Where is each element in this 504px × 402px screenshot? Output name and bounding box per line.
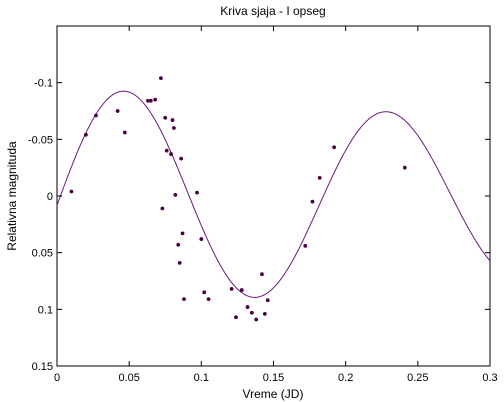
data-point xyxy=(182,297,186,302)
data-point xyxy=(172,126,176,130)
data-point xyxy=(170,118,175,122)
data-point xyxy=(229,287,234,291)
y-tick-label: -0.05 xyxy=(28,134,53,146)
y-axis: -0.1 -0.05 0 0.05 0.1 0.15 xyxy=(28,78,490,373)
x-tick-label: 0.25 xyxy=(407,372,428,384)
data-point xyxy=(262,311,267,316)
data-point xyxy=(265,298,270,303)
fit-curve-layer xyxy=(56,90,491,298)
data-point xyxy=(169,152,173,156)
data-point xyxy=(164,148,169,153)
data-point xyxy=(310,199,315,204)
data-point xyxy=(180,231,185,236)
data-point xyxy=(176,242,181,247)
data-points-layer xyxy=(69,76,407,322)
data-point xyxy=(245,305,250,309)
data-point xyxy=(83,132,88,137)
data-point xyxy=(148,98,153,103)
data-point xyxy=(202,290,207,295)
data-point xyxy=(146,98,150,103)
x-tick-label: 0.2 xyxy=(338,372,353,384)
fit-curve-line xyxy=(56,90,491,298)
data-point xyxy=(234,315,238,320)
y-tick-label: -0.1 xyxy=(34,78,53,90)
x-axis-label: Vreme (JD) xyxy=(243,387,304,401)
data-point xyxy=(177,260,182,265)
data-point xyxy=(153,97,158,102)
y-tick-label: 0 xyxy=(47,191,53,203)
data-point xyxy=(163,115,168,120)
plot-area xyxy=(56,25,491,367)
data-point xyxy=(122,130,127,135)
data-point xyxy=(254,317,259,322)
data-point xyxy=(173,192,178,197)
x-tick-label: 0 xyxy=(54,372,60,384)
data-point xyxy=(260,272,264,277)
x-tick-label: 0.05 xyxy=(118,372,139,384)
chart-title: Kriva sjaja - I opseg xyxy=(220,4,325,18)
y-axis-label: Relativna magnituda xyxy=(5,141,19,251)
data-point xyxy=(195,190,199,195)
data-point xyxy=(159,76,163,81)
y-tick-label: 0.05 xyxy=(32,248,53,260)
y-tick-label: 0.1 xyxy=(38,304,53,316)
y-tick-label: 0.15 xyxy=(32,361,53,373)
data-point xyxy=(249,310,254,315)
data-point xyxy=(317,175,322,180)
data-point xyxy=(179,156,184,161)
data-point xyxy=(303,243,308,248)
data-point xyxy=(160,206,165,211)
x-tick-label: 0.3 xyxy=(482,372,497,384)
data-point xyxy=(402,165,407,170)
x-axis: 0 0.05 0.1 0.15 0.2 0.25 0.3 xyxy=(54,26,498,384)
data-point xyxy=(199,237,204,241)
data-point xyxy=(94,113,98,118)
data-point xyxy=(115,109,120,113)
data-point xyxy=(69,189,74,194)
data-point xyxy=(332,145,337,150)
data-point xyxy=(206,297,211,302)
data-point xyxy=(239,288,244,292)
x-tick-label: 0.1 xyxy=(194,372,209,384)
x-tick-label: 0.15 xyxy=(263,372,284,384)
